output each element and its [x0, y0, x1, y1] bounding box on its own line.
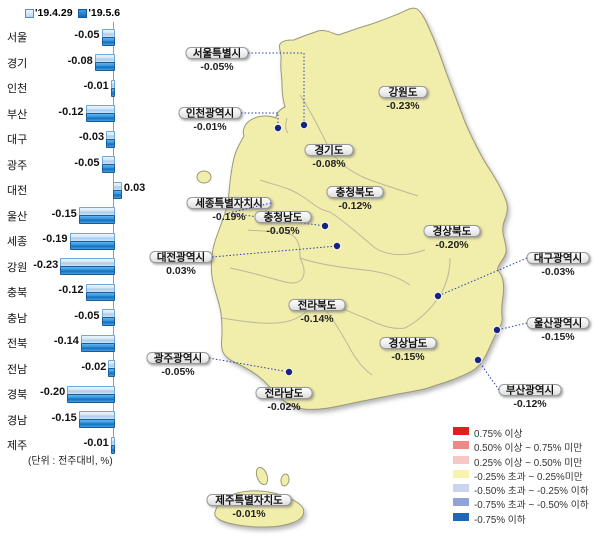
svg-text:대전광역시: 대전광역시 [157, 251, 205, 264]
svg-text:충청북도: 충청북도 [336, 186, 375, 199]
svg-text:-0.12%: -0.12% [513, 398, 547, 410]
svg-text:-0.23%: -0.23% [386, 100, 420, 112]
svg-text:-0.05%: -0.05% [200, 61, 234, 73]
svg-text:-0.14%: -0.14% [300, 313, 334, 325]
svg-text:-0.01%: -0.01% [232, 508, 266, 520]
svg-text:제주특별자치도: 제주특별자치도 [215, 494, 283, 507]
svg-text:-0.03%: -0.03% [541, 266, 575, 278]
svg-text:전라북도: 전라북도 [298, 299, 337, 312]
svg-text:-0.15%: -0.15% [541, 331, 575, 343]
svg-text:강원도: 강원도 [389, 86, 418, 99]
svg-text:전라남도: 전라남도 [265, 387, 304, 400]
svg-text:경기도: 경기도 [315, 144, 344, 157]
svg-text:-0.15%: -0.15% [391, 351, 425, 363]
svg-text:울산광역시: 울산광역시 [534, 317, 582, 330]
svg-text:0.03%: 0.03% [166, 265, 196, 277]
svg-text:-0.08%: -0.08% [312, 158, 346, 170]
svg-text:-0.05%: -0.05% [266, 225, 300, 237]
svg-text:-0.01%: -0.01% [193, 121, 227, 133]
svg-text:경상남도: 경상남도 [389, 337, 428, 350]
svg-text:-0.05%: -0.05% [161, 366, 195, 378]
svg-text:경상북도: 경상북도 [433, 225, 472, 238]
svg-text:광주광역시: 광주광역시 [154, 352, 202, 365]
svg-text:충청남도: 충청남도 [264, 211, 303, 224]
svg-text:-0.02%: -0.02% [267, 401, 301, 413]
svg-text:부산광역시: 부산광역시 [506, 384, 554, 397]
svg-text:서울특별시: 서울특별시 [193, 47, 241, 60]
svg-text:인천광역시: 인천광역시 [186, 107, 234, 120]
svg-text:-0.20%: -0.20% [435, 239, 469, 251]
svg-text:대구광역시: 대구광역시 [534, 252, 582, 265]
svg-text:-0.12%: -0.12% [338, 200, 372, 212]
